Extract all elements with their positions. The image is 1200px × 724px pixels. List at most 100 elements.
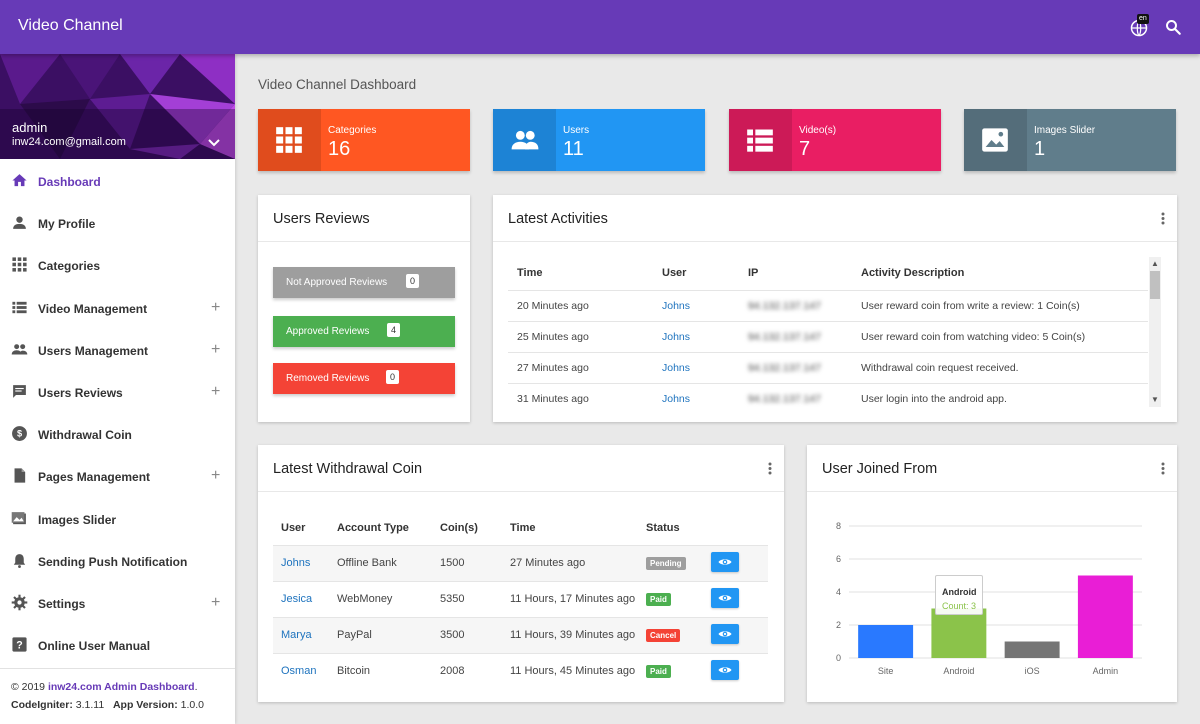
removed-reviews-button[interactable]: Removed Reviews 0 — [273, 363, 455, 394]
coins: 1500 — [440, 544, 510, 581]
stat-categories[interactable]: Categories 16 — [258, 109, 470, 171]
sidebar-item-categories[interactable]: Categories — [0, 244, 235, 286]
bar-ios — [1004, 641, 1060, 658]
sidebar-item-my-profile[interactable]: My Profile — [0, 202, 235, 244]
sidebar-item-online-user-manual[interactable]: ? Online User Manual — [0, 624, 235, 666]
status-badge: Paid — [646, 664, 671, 678]
user-link[interactable]: Marya — [281, 629, 312, 641]
expand-icon[interactable]: + — [211, 382, 221, 400]
more-vert-icon[interactable] — [1161, 462, 1165, 475]
expand-icon[interactable]: + — [211, 467, 221, 485]
x-tick-label: Admin — [1093, 666, 1119, 676]
user-link[interactable]: Jesica — [281, 593, 313, 605]
sidebar-item-pages-management[interactable]: Pages Management + — [0, 455, 235, 497]
comment-icon — [13, 385, 26, 398]
page-title: Video Channel Dashboard — [258, 77, 417, 92]
user-link[interactable]: Johns — [662, 361, 691, 374]
app-title[interactable]: Video Channel — [18, 17, 123, 34]
view-button[interactable] — [711, 659, 739, 680]
sidebar-item-push-notification[interactable]: Sending Push Notification — [0, 540, 235, 582]
more-vert-icon[interactable] — [768, 462, 772, 475]
count-badge: 0 — [386, 370, 400, 384]
ip-address: 94.132.137.147 — [748, 382, 861, 414]
latest-withdrawal-card: Latest Withdrawal Coin User Account Type… — [258, 445, 784, 702]
scroll-down-icon[interactable]: ▼ — [1151, 395, 1159, 404]
sidebar-menu: Dashboard My Profile Categories Video Ma… — [0, 160, 235, 666]
x-tick-label: Site — [878, 666, 894, 676]
more-vert-icon[interactable] — [1161, 212, 1165, 225]
approved-reviews-button[interactable]: Approved Reviews 4 — [273, 316, 455, 347]
view-button[interactable] — [711, 587, 739, 608]
list-icon — [12, 301, 27, 313]
bell-icon — [13, 553, 26, 568]
language-selector[interactable]: en — [1130, 14, 1152, 38]
sidebar-item-users-reviews[interactable]: Users Reviews + — [0, 371, 235, 413]
view-button[interactable] — [711, 623, 739, 644]
column-header: User — [281, 521, 306, 534]
table-header-row: User Account Type Coin(s) Time Status — [273, 511, 768, 545]
chevron-down-icon[interactable] — [207, 138, 221, 148]
sidebar-item-withdrawal-coin[interactable]: $ Withdrawal Coin — [0, 413, 235, 455]
help-icon: ? — [12, 637, 27, 652]
sidebar-item-label: Users Reviews — [38, 385, 123, 400]
not-approved-reviews-button[interactable]: Not Approved Reviews 0 — [273, 267, 455, 298]
user-link[interactable]: Johns — [662, 392, 691, 405]
y-tick-label: 8 — [836, 521, 841, 531]
ci-label: CodeIgniter: — [11, 699, 73, 711]
users-reviews-card: Users Reviews Not Approved Reviews 0 App… — [258, 195, 470, 422]
image-icon — [982, 128, 1008, 152]
svg-text:$: $ — [17, 429, 22, 439]
user-link[interactable]: Johns — [281, 557, 311, 569]
table-row: 31 Minutes ago Johns 94.132.137.147 User… — [508, 382, 1148, 414]
scroll-up-icon[interactable]: ▲ — [1151, 259, 1159, 268]
button-label: Not Approved Reviews — [286, 277, 388, 288]
sidebar-item-users-management[interactable]: Users Management + — [0, 329, 235, 371]
ip-address: 94.132.137.147 — [748, 289, 861, 321]
activity-time: 31 Minutes ago — [508, 382, 662, 414]
stat-users[interactable]: Users 11 — [493, 109, 705, 171]
sidebar-item-settings[interactable]: Settings + — [0, 582, 235, 624]
bar-site — [858, 625, 914, 658]
activity-description: Withdrawal coin request received. — [861, 351, 1148, 383]
column-header: Account Type — [337, 521, 409, 534]
card-header: Users Reviews — [258, 195, 470, 242]
expand-icon[interactable]: + — [211, 340, 221, 358]
gear-icon — [11, 594, 28, 611]
sidebar-item-label: Video Management — [38, 301, 148, 316]
sidebar-item-label: Settings — [38, 596, 86, 611]
column-header: IP — [748, 267, 759, 280]
user-link[interactable]: Johns — [662, 299, 691, 312]
column-header: Time — [510, 521, 536, 534]
table-row: 25 Minutes ago Johns 94.132.137.147 User… — [508, 320, 1148, 352]
person-icon — [13, 216, 26, 230]
stat-videos[interactable]: Video(s) 7 — [729, 109, 941, 171]
time: 11 Hours, 45 Minutes ago — [510, 652, 646, 689]
activity-description: User reward coin from write a review: 1 … — [861, 289, 1148, 321]
copyright-dot: . — [194, 681, 198, 693]
view-button[interactable] — [711, 551, 739, 572]
y-tick-label: 2 — [836, 620, 841, 630]
search-icon[interactable] — [1164, 18, 1182, 36]
sidebar-item-video-management[interactable]: Video Management + — [0, 287, 235, 329]
table-row: Johns Offline Bank 1500 27 Minutes ago P… — [273, 544, 768, 581]
table-row: Osman Bitcoin 2008 11 Hours, 45 Minutes … — [273, 652, 768, 689]
sidebar-item-images-slider[interactable]: Images Slider — [0, 498, 235, 540]
sidebar-item-dashboard[interactable]: Dashboard — [0, 160, 235, 202]
y-tick-label: 0 — [836, 653, 841, 663]
sidebar-item-label: Dashboard — [38, 175, 101, 189]
expand-icon[interactable]: + — [211, 298, 221, 316]
stat-value: 1 — [1034, 138, 1046, 160]
stat-images-slider[interactable]: Images Slider 1 — [964, 109, 1176, 171]
column-header: Time — [517, 267, 543, 280]
scrollbar-thumb[interactable] — [1150, 271, 1160, 299]
ci-version: 3.1.11 — [72, 699, 105, 711]
button-label: Removed Reviews — [286, 373, 370, 384]
user-link[interactable]: Osman — [281, 665, 317, 678]
user-link[interactable]: Johns — [662, 330, 691, 343]
user-info-background — [0, 54, 235, 159]
people-icon — [11, 343, 28, 355]
expand-icon[interactable]: + — [211, 593, 221, 611]
sidebar-item-label: Withdrawal Coin — [38, 428, 132, 443]
footer-brand-link[interactable]: inw24.com Admin Dashboard — [47, 681, 195, 693]
activities-scrollbar[interactable]: ▲ ▼ — [1149, 257, 1161, 407]
